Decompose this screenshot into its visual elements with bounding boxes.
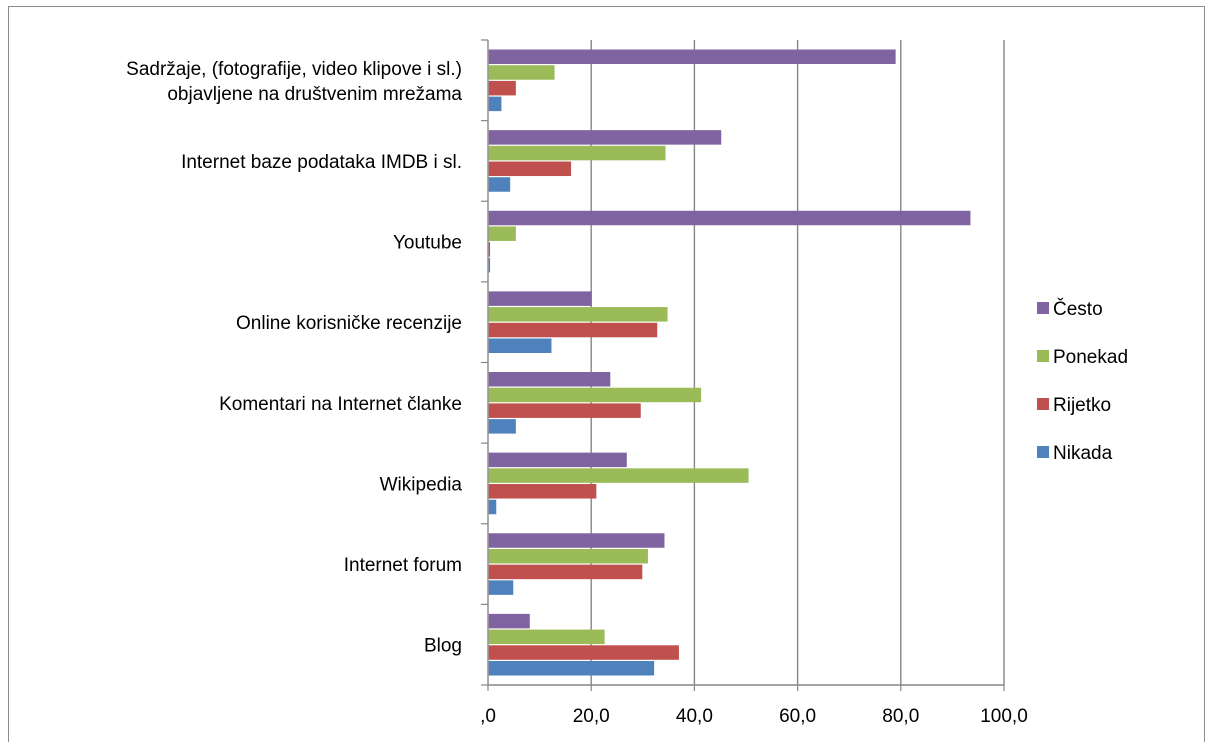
legend: Često Ponekad Rijetko Nikada	[1037, 298, 1128, 464]
bar-ponekad-komentari-na-internet-clanke	[488, 387, 702, 403]
bar-nikada-internet-forum	[488, 580, 514, 595]
legend-label: Ponekad	[1053, 347, 1128, 368]
legend-swatch	[1037, 446, 1049, 458]
bar-rijetko-wikipedia	[488, 484, 597, 499]
legend-swatch	[1037, 398, 1049, 410]
bar-ponekad-online-korisnicke-recenzije	[488, 307, 668, 322]
bar-cesto-komentari-na-internet-clanke	[488, 372, 611, 387]
bar-cesto-internet-forum	[488, 533, 665, 548]
bar-nikada-youtube	[488, 257, 491, 273]
bar-nikada-sadrzaje-fotografije-video-kli	[488, 96, 502, 112]
bar-nikada-internet-baze-podataka-imdb-i-	[488, 177, 511, 192]
bar-rijetko-komentari-na-internet-clanke	[488, 403, 641, 418]
category-label: Blog	[424, 636, 462, 657]
bar-cesto-wikipedia	[488, 452, 627, 468]
x-tick-label: 40,0	[676, 706, 713, 727]
bar-ponekad-internet-forum	[488, 548, 648, 564]
legend-item-ponekad: Ponekad	[1037, 347, 1128, 368]
legend-item-nikada: Nikada	[1037, 443, 1113, 464]
legend-label: Često	[1053, 298, 1103, 320]
legend-item-rijetko: Rijetko	[1037, 395, 1111, 416]
bar-cesto-youtube	[488, 210, 971, 226]
x-tick-label: 80,0	[882, 706, 919, 727]
x-tick-label: ,0	[480, 706, 496, 727]
bar-cesto-sadrzaje-fotografije-video-kli	[488, 49, 896, 65]
bar-cesto-internet-baze-podataka-imdb-i-	[488, 130, 722, 145]
x-tick-label: 20,0	[573, 706, 610, 727]
bar-rijetko-internet-forum	[488, 564, 643, 580]
chart-frame	[8, 6, 1205, 742]
x-tick-label: 100,0	[980, 706, 1028, 727]
category-label: Wikipedia	[380, 474, 463, 495]
bar-cesto-online-korisnicke-recenzije	[488, 291, 592, 306]
category-label: Online korisničke recenzije	[236, 313, 462, 334]
bar-ponekad-wikipedia	[488, 468, 749, 483]
category-label: Youtube	[393, 233, 462, 254]
bar-ponekad-blog	[488, 629, 605, 645]
legend-label: Nikada	[1053, 443, 1113, 464]
x-tick-labels: ,0 20,0 40,0 60,0 80,0 100,0	[480, 706, 1028, 727]
category-label: Komentari na Internet članke	[219, 394, 462, 415]
axes	[481, 39, 1005, 691]
bar-cesto-blog	[488, 613, 530, 629]
bar-rijetko-sadrzaje-fotografije-video-kli	[488, 80, 516, 96]
bars	[488, 49, 971, 676]
legend-label: Rijetko	[1053, 395, 1111, 416]
legend-swatch	[1037, 350, 1049, 362]
legend-swatch	[1037, 302, 1049, 314]
category-labels: Blog Internet forum Wikipedia Komentari na …	[126, 59, 462, 657]
x-tick-label: 60,0	[779, 706, 816, 727]
legend-item-cesto: Često	[1037, 298, 1103, 320]
category-label: Internet forum	[344, 555, 462, 576]
bar-rijetko-youtube	[488, 242, 491, 257]
category-label: Sadržaje, (fotografije, video klipove i …	[126, 59, 462, 105]
bar-rijetko-blog	[488, 645, 679, 660]
bar-rijetko-internet-baze-podataka-imdb-i-	[488, 161, 572, 177]
bar-nikada-komentari-na-internet-clanke	[488, 419, 516, 434]
bar-nikada-online-korisnicke-recenzije	[488, 338, 552, 353]
bar-ponekad-sadrzaje-fotografije-video-kli	[488, 65, 555, 80]
bar-ponekad-internet-baze-podataka-imdb-i-	[488, 145, 666, 161]
bar-ponekad-youtube	[488, 226, 516, 241]
bar-nikada-blog	[488, 660, 655, 676]
bar-nikada-wikipedia	[488, 499, 497, 515]
bar-rijetko-online-korisnicke-recenzije	[488, 322, 658, 338]
category-label: Internet baze podataka IMDB i sl.	[181, 152, 462, 173]
